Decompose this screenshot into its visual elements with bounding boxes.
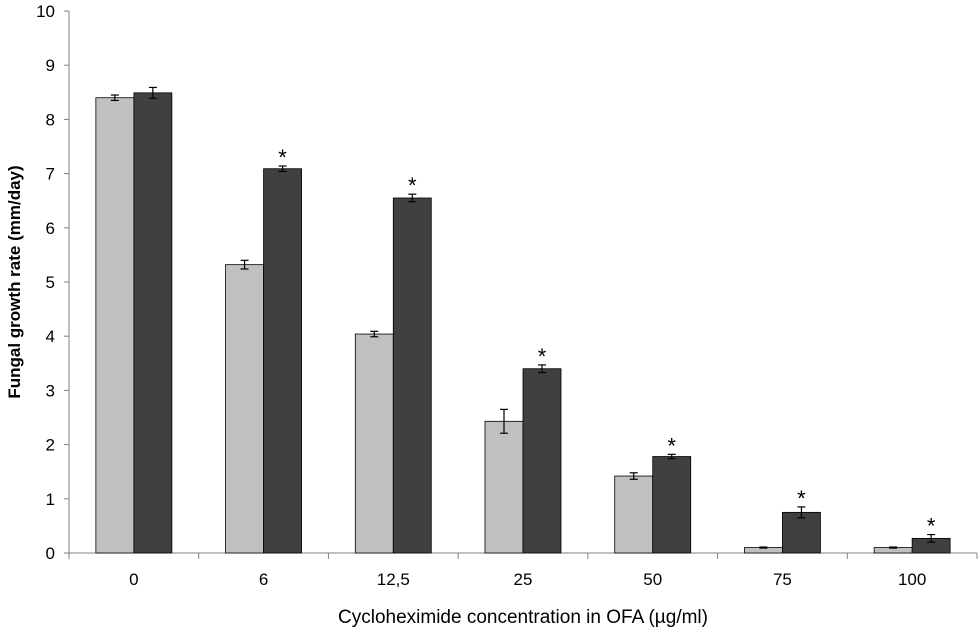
bar-series-2: [392, 197, 432, 554]
bar-series-1: [354, 333, 394, 554]
y-tick-label: 0: [46, 544, 55, 563]
x-tick-label: 25: [514, 570, 533, 589]
bar-series-1: [614, 475, 654, 554]
y-tick-label: 5: [46, 273, 55, 292]
y-tick-label: 8: [46, 110, 55, 129]
x-tick-label: 0: [129, 570, 138, 589]
bar-series-2: [263, 168, 302, 554]
bars: [95, 92, 951, 554]
x-tick-label: 50: [643, 570, 662, 589]
x-axis: [68, 552, 978, 559]
significance-markers: * * * * * *: [278, 145, 936, 539]
y-tick-label: 10: [36, 2, 55, 21]
significance-star: *: [408, 173, 417, 198]
bar-series-2: [522, 368, 562, 554]
x-tick-label: 12,5: [377, 570, 410, 589]
bar-series-2: [782, 511, 821, 554]
y-axis: [64, 10, 70, 554]
bar-series-1: [95, 97, 135, 554]
y-tick-label: 3: [46, 381, 55, 400]
y-tick-label: 4: [46, 327, 55, 346]
significance-star: *: [927, 514, 936, 539]
x-tick-labels: 0 6 12,5 25 50 75 100: [129, 570, 926, 589]
significance-star: *: [278, 145, 287, 170]
significance-star: *: [667, 433, 676, 458]
y-tick-label: 2: [46, 436, 55, 455]
error-bars: [110, 86, 936, 549]
y-tick-label: 1: [46, 490, 55, 509]
bar-series-2: [652, 456, 692, 554]
y-tick-labels: 0 1 2 3 4 5 6 7 8 9 10: [36, 2, 55, 563]
y-tick-label: 6: [46, 219, 55, 238]
bar-series-1: [484, 420, 524, 554]
significance-star: *: [797, 486, 806, 511]
y-tick-label: 7: [46, 165, 55, 184]
y-axis-title: Fungal growth rate (mm/day): [5, 165, 24, 398]
bar-series-1: [225, 264, 264, 554]
bar-series-2: [133, 92, 173, 554]
x-tick-label: 75: [773, 570, 792, 589]
x-axis-title: Cycloheximide concentration in OFA (µg/m…: [338, 607, 708, 628]
x-tick-label: 100: [898, 570, 926, 589]
y-tick-label: 9: [46, 56, 55, 75]
x-tick-label: 6: [259, 570, 268, 589]
significance-star: *: [538, 344, 547, 369]
